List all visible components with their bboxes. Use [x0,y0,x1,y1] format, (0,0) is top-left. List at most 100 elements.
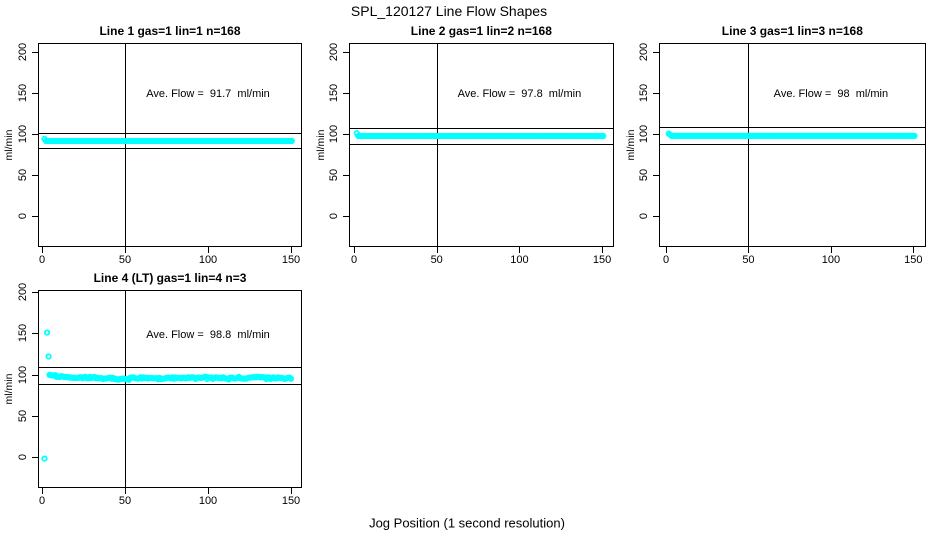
y-tick-mark [652,216,659,218]
x-tick-label: 50 [742,254,755,266]
y-tick-label: 150 [327,83,340,102]
y-tick-label: 50 [637,168,650,182]
y-tick-label: 50 [17,409,29,422]
y-tick-mark [342,92,349,94]
lower-limit-line [38,383,302,385]
x-tick-label: 150 [281,254,301,266]
data-points-layer [41,329,295,462]
plot-box [38,290,302,488]
upper-limit-line [38,133,302,135]
data-points-layer [353,130,606,140]
ave-flow-annotation: Ave. Flow = 97.8 ml/min [457,88,582,101]
y-tick-mark [342,175,349,177]
x-tick-mark [602,247,604,253]
y-tick-mark [652,92,659,94]
y-tick-mark [342,216,349,218]
y-tick-mark [32,374,38,376]
lower-limit-line [348,143,614,145]
ave-flow-annotation: Ave. Flow = 98.8 ml/min [146,329,270,342]
x-tick-label: 100 [198,254,218,266]
y-tick-label: 100 [327,124,340,144]
x-tick-label: 0 [662,254,670,266]
y-tick-mark [652,175,659,177]
data-points-layer [41,135,295,145]
data-point [287,375,295,382]
y-tick-label: 200 [17,283,29,302]
y-axis-unit-label: ml/min [3,373,15,405]
panel-title: Line 1 gas=1 lin=1 n=168 [99,24,241,38]
x-tick-mark [291,488,292,494]
y-tick-mark [32,175,38,177]
x-tick-mark [436,247,438,253]
panel-title: Line 3 gas=1 lin=3 n=168 [721,24,863,38]
y-tick-mark [32,415,38,417]
x-tick-mark [208,488,209,494]
x-tick-label: 0 [38,495,46,507]
y-tick-mark [652,51,659,53]
x-tick-mark [42,488,43,494]
ave-flow-annotation: Ave. Flow = 98 ml/min [773,88,889,101]
x-axis-title: Jog Position (1 second resolution) [369,515,565,531]
x-tick-label: 50 [118,495,132,507]
y-tick-label: 0 [17,213,29,220]
y-tick-label: 0 [17,453,29,461]
y-tick-label: 200 [327,42,340,61]
upper-limit-line [348,127,614,129]
y-tick-mark [32,333,38,335]
y-tick-mark [652,133,659,135]
y-tick-label: 200 [637,42,650,61]
x-tick-label: 150 [281,495,301,507]
y-tick-label: 50 [17,168,29,182]
y-tick-label: 0 [327,213,340,220]
x-tick-mark [291,247,292,253]
y-axis-unit-label: ml/min [3,129,15,161]
x-tick-label: 100 [821,254,841,266]
y-tick-label: 0 [637,213,650,220]
vertical-marker-line [125,43,126,247]
data-point [43,329,51,336]
x-tick-label: 50 [118,254,132,266]
x-tick-mark [666,247,667,253]
y-axis-unit-label: ml/min [624,129,637,161]
data-point [45,353,52,360]
figure-title: SPL_120127 Line Flow Shapes [350,3,548,19]
y-tick-mark [342,133,349,135]
y-tick-mark [32,292,38,294]
data-point [41,455,48,462]
x-tick-mark [354,247,355,253]
y-tick-mark [32,92,38,94]
vertical-marker-line [436,43,438,247]
data-point [288,137,295,145]
y-tick-label: 150 [637,83,650,102]
vertical-marker-line [125,290,126,488]
x-tick-label: 0 [38,254,46,266]
x-tick-mark [125,247,126,253]
x-tick-label: 150 [904,254,923,266]
y-axis-unit-label: ml/min [314,129,327,161]
x-tick-mark [42,247,43,253]
y-tick-label: 150 [17,324,29,343]
x-tick-label: 100 [510,254,529,266]
upper-limit-line [658,127,926,129]
y-tick-mark [32,216,38,218]
x-tick-label: 100 [198,495,218,507]
x-tick-mark [913,247,915,253]
x-tick-mark [125,488,126,494]
y-tick-mark [32,457,38,458]
x-tick-label: 0 [350,254,358,266]
vertical-marker-line [748,43,750,247]
plot-box [348,43,614,247]
y-tick-mark [32,133,38,135]
x-tick-mark [208,247,209,253]
x-tick-label: 50 [430,254,443,266]
y-tick-label: 50 [327,168,340,182]
plot-box [38,43,302,247]
y-tick-mark [342,51,349,53]
lower-limit-line [658,143,926,145]
plot-box [658,43,926,247]
upper-limit-line [38,367,302,369]
y-tick-mark [32,51,38,53]
ave-flow-annotation: Ave. Flow = 91.7 ml/min [146,88,270,101]
lower-limit-line [38,148,302,150]
